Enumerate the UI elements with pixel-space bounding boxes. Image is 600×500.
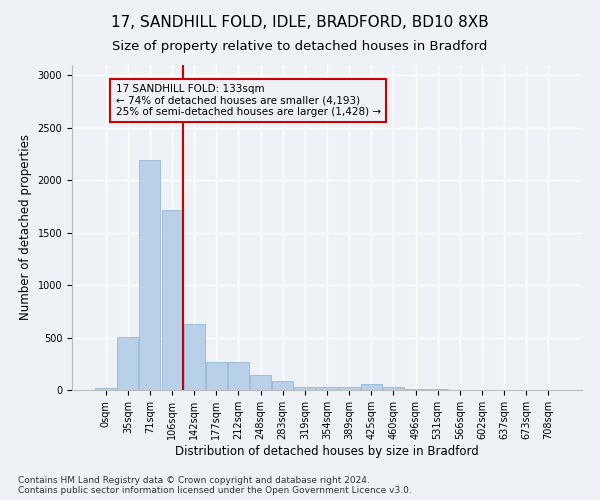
Text: Contains HM Land Registry data © Crown copyright and database right 2024.
Contai: Contains HM Land Registry data © Crown c… xyxy=(18,476,412,495)
Text: Size of property relative to detached houses in Bradford: Size of property relative to detached ho… xyxy=(112,40,488,53)
Bar xyxy=(405,389,426,390)
Bar xyxy=(161,210,182,390)
Bar xyxy=(228,362,249,390)
Bar xyxy=(206,362,227,390)
X-axis label: Distribution of detached houses by size in Bradford: Distribution of detached houses by size … xyxy=(175,444,479,458)
Bar xyxy=(338,388,359,390)
Bar xyxy=(139,160,160,390)
Text: 17 SANDHILL FOLD: 133sqm
← 74% of detached houses are smaller (4,193)
25% of sem: 17 SANDHILL FOLD: 133sqm ← 74% of detach… xyxy=(116,84,381,117)
Bar xyxy=(272,381,293,390)
Bar xyxy=(316,388,338,390)
Bar xyxy=(295,388,316,390)
Y-axis label: Number of detached properties: Number of detached properties xyxy=(19,134,32,320)
Bar xyxy=(95,388,116,390)
Bar xyxy=(184,324,205,390)
Bar xyxy=(250,376,271,390)
Bar xyxy=(118,336,139,390)
Bar xyxy=(361,384,382,390)
Bar xyxy=(383,388,404,390)
Text: 17, SANDHILL FOLD, IDLE, BRADFORD, BD10 8XB: 17, SANDHILL FOLD, IDLE, BRADFORD, BD10 … xyxy=(111,15,489,30)
